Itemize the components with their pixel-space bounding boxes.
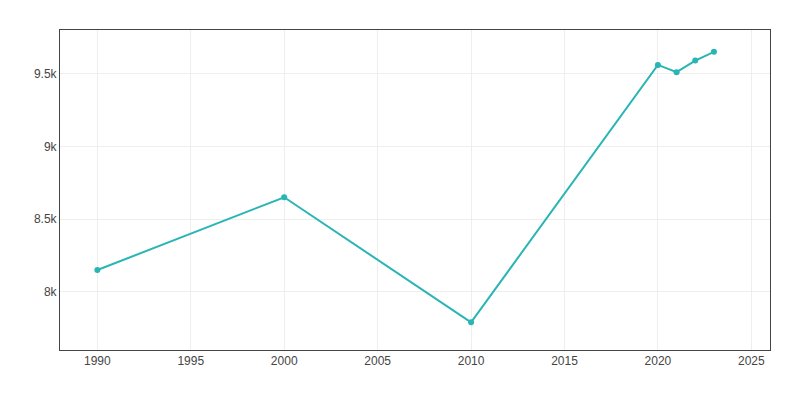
svg-text:2020: 2020 bbox=[645, 354, 672, 368]
svg-text:8k: 8k bbox=[44, 285, 58, 299]
svg-text:1990: 1990 bbox=[84, 354, 111, 368]
svg-text:2005: 2005 bbox=[364, 354, 391, 368]
svg-text:1995: 1995 bbox=[177, 354, 204, 368]
svg-text:9.5k: 9.5k bbox=[34, 67, 58, 81]
svg-text:9k: 9k bbox=[44, 140, 58, 154]
svg-text:2010: 2010 bbox=[458, 354, 485, 368]
svg-text:2015: 2015 bbox=[551, 354, 578, 368]
svg-text:8.5k: 8.5k bbox=[34, 212, 58, 226]
svg-text:2025: 2025 bbox=[738, 354, 765, 368]
svg-text:2000: 2000 bbox=[271, 354, 298, 368]
